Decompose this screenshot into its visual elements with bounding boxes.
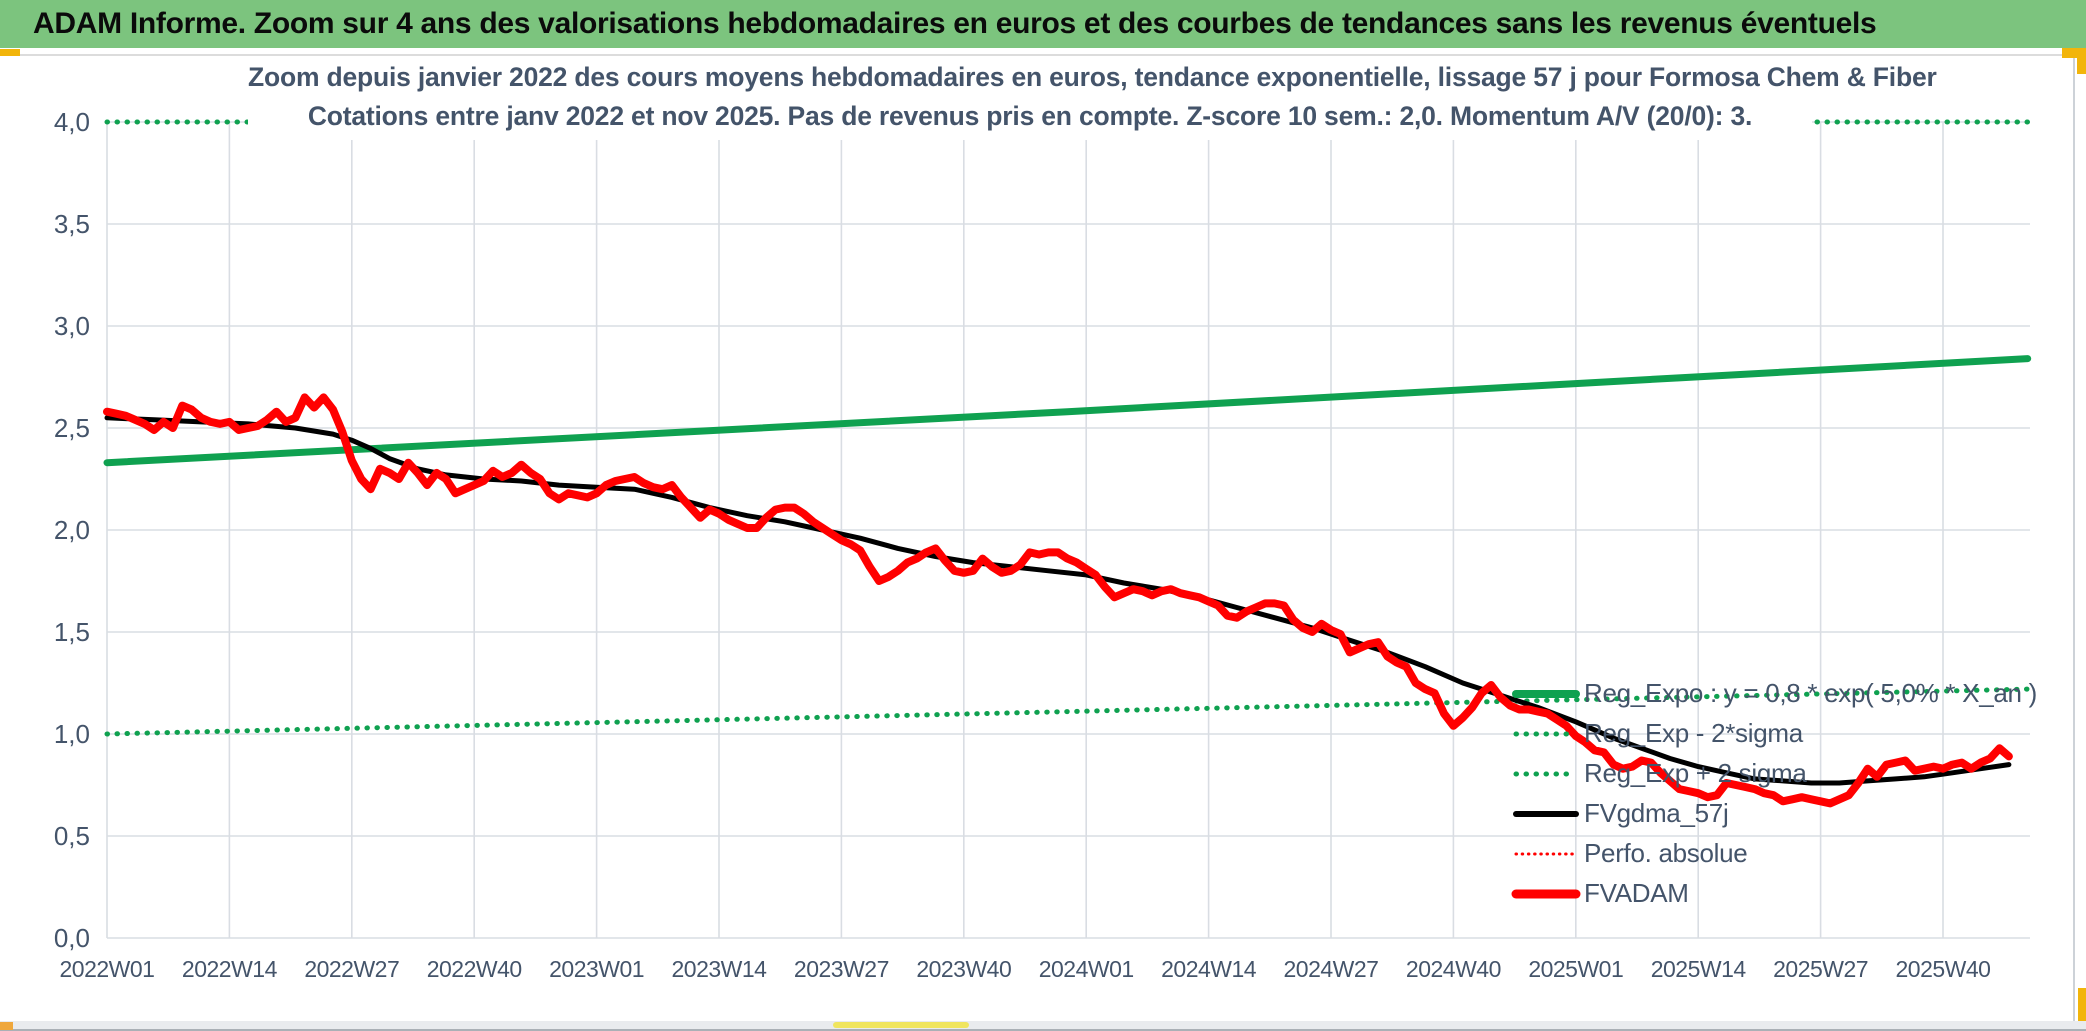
series-reg-expo-y-0-8-exp-5-0-x-an-: [103, 355, 2032, 467]
legend-item-label: Perfo. absolue: [1584, 838, 1748, 868]
gridlines: [106, 121, 2030, 939]
chart-title: Zoom depuis janvier 2022 des cours moyen…: [248, 58, 1937, 140]
legend-item-label: Reg_Exp - 2*sigma: [1584, 718, 1803, 748]
page-title: ADAM Informe. Zoom sur 4 ans des valoris…: [33, 7, 1877, 40]
highlighted-cell-accent-bottom-right: [2078, 988, 2086, 1022]
chart-title-line-2: Cotations entre janv 2022 et nov 2025. P…: [307, 101, 1753, 131]
series-fvadam: [103, 393, 2013, 808]
x-axis-tick-label: 2025W27: [1773, 956, 1869, 982]
y-axis-tick-label: 1,5: [53, 617, 90, 647]
y-axis-tick-label: 1,0: [53, 719, 90, 749]
highlighted-cell-accent-left: [0, 49, 20, 56]
x-axis-tick-label: 2023W01: [549, 956, 645, 982]
highlighted-cell-accent-top-right-edge: [2077, 48, 2086, 74]
x-axis-tick-label: 2022W40: [426, 956, 522, 982]
x-axis-tick-label: 2024W27: [1283, 956, 1379, 982]
legend-item-label: FVADAM: [1584, 878, 1689, 908]
y-axis-tick-label: 0,5: [53, 821, 90, 851]
sheet-right-border: [2073, 58, 2075, 1021]
x-axis-tick-label: 2023W14: [671, 956, 767, 982]
x-axis-tick-label: 2024W14: [1161, 956, 1257, 982]
y-axis-tick-label: 0,0: [53, 923, 90, 953]
series-fvgdma-57j: [104, 415, 2012, 786]
x-axis-tick-label: 2024W01: [1038, 956, 1134, 982]
series-reg-exp-2-sigma: [104, 686, 2031, 737]
x-axis-tick-label: 2025W40: [1895, 956, 1991, 982]
x-axis-tick-label: 2023W40: [916, 956, 1012, 982]
y-axis-tick-label: 2,0: [53, 515, 90, 545]
legend-item-label: FVgdma_57j: [1584, 798, 1729, 828]
chart-top-border: [0, 54, 2086, 56]
x-axis-tick-label: 2025W01: [1528, 956, 1624, 982]
legend-item-label: Reg_Exp + 2 sigma: [1584, 758, 1807, 788]
y-axis-tick-label: 3,0: [53, 311, 90, 341]
x-axis-tick-label: 2022W14: [181, 956, 277, 982]
scrollbar-corner-accent: [0, 1022, 13, 1030]
x-axis-tick-label: 2022W01: [59, 956, 155, 982]
x-axis-tick-label: 2023W27: [793, 956, 889, 982]
x-axis-tick-label: 2024W40: [1405, 956, 1501, 982]
highlighted-cell-accent-top-right: [2062, 48, 2086, 58]
chart-title-line-1: Zoom depuis janvier 2022 des cours moyen…: [248, 62, 1937, 92]
horizontal-scrollbar[interactable]: [0, 1021, 2086, 1031]
x-axis-tick-label: 2025W14: [1650, 956, 1746, 982]
y-axis-tick-label: 4,0: [53, 107, 90, 137]
legend-item-label: Reg_Expo : y = 0,8 * exp( 5,0% * X_an ): [1584, 678, 2037, 708]
y-axis-tick-label: 2,5: [53, 413, 90, 443]
y-axis-tick-label: 3,5: [53, 209, 90, 239]
x-axis-tick-label: 2022W27: [304, 956, 400, 982]
title-bar: ADAM Informe. Zoom sur 4 ans des valoris…: [0, 0, 2086, 48]
scrollbar-thumb[interactable]: [833, 1022, 969, 1028]
